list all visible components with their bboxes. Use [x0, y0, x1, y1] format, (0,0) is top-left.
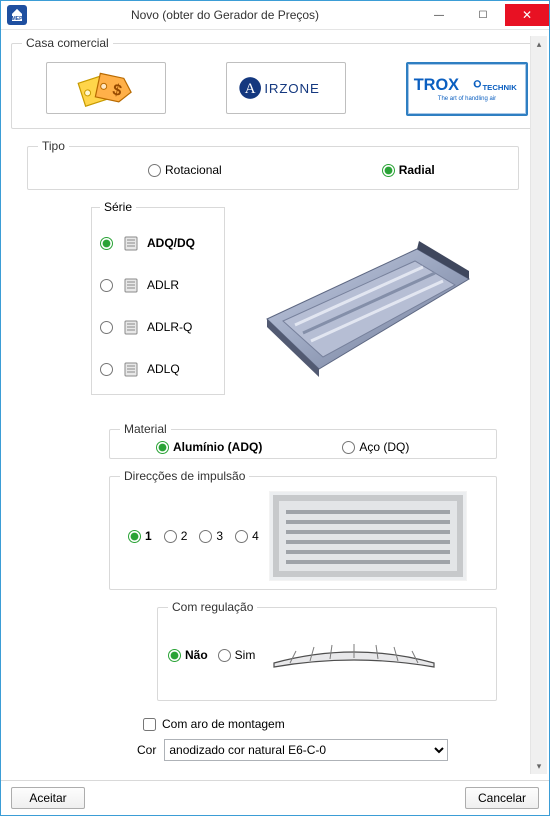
material-aluminio-label: Alumínio (ADQ) — [173, 440, 262, 454]
tipo-rotacional-radio[interactable] — [148, 164, 161, 177]
direccoes-group: Direcções de impulsão 1 2 3 4 — [109, 469, 497, 590]
serie-adlq-radio[interactable] — [100, 363, 113, 376]
minimize-button[interactable]: — — [417, 4, 461, 26]
dir-2-radio[interactable] — [164, 530, 177, 543]
regulacao-image — [269, 632, 439, 678]
tipo-rotacional-label: Rotacional — [165, 163, 222, 177]
dir-4-radio[interactable] — [235, 530, 248, 543]
material-aluminio-radio[interactable] — [156, 441, 169, 454]
scroll-down-icon[interactable]: ▾ — [531, 758, 547, 774]
aro-label[interactable]: Com aro de montagem — [162, 717, 285, 731]
svg-text:IRZONE: IRZONE — [264, 81, 319, 96]
reg-nao-radio[interactable] — [168, 649, 181, 662]
vertical-scrollbar[interactable]: ▴ ▾ — [530, 36, 547, 774]
reg-sim-label: Sim — [235, 648, 256, 662]
reg-sim-radio[interactable] — [218, 649, 231, 662]
dialog-footer: Aceitar Cancelar — [1, 780, 549, 815]
regulacao-group: Com regulação Não Sim — [157, 600, 497, 701]
aro-row: Com aro de montagem — [143, 717, 519, 731]
serie-adqdq-label: ADQ/DQ — [147, 236, 195, 250]
dialog-body: ▴ ▾ Casa comercial € — [1, 30, 549, 780]
serie-adlrq-label: ADLR-Q — [147, 320, 192, 334]
svg-text:TECHNIK: TECHNIK — [482, 83, 517, 92]
catalog-icon — [123, 360, 141, 378]
material-legend: Material — [120, 422, 171, 436]
airzone-logo-icon: A IRZONE — [236, 71, 336, 105]
cancel-button[interactable]: Cancelar — [465, 787, 539, 809]
material-aco[interactable]: Aço (DQ) — [342, 440, 409, 454]
serie-adqdq-radio[interactable] — [100, 237, 113, 250]
dir-4[interactable]: 4 — [235, 529, 259, 543]
svg-text:TROX: TROX — [414, 76, 459, 94]
catalog-icon — [123, 318, 141, 336]
casa-comercial-group: Casa comercial € $ — [11, 36, 539, 129]
material-aco-label: Aço (DQ) — [359, 440, 409, 454]
serie-adlq-label: ADLQ — [147, 362, 180, 376]
pricetags-icon: € $ — [71, 67, 141, 109]
tipo-radial-radio[interactable] — [382, 164, 395, 177]
close-button[interactable]: ✕ — [505, 4, 549, 26]
reg-nao-label: Não — [185, 648, 208, 662]
tipo-group: Tipo Rotacional Radial — [27, 139, 519, 190]
dir-3[interactable]: 3 — [199, 529, 223, 543]
serie-item-adlr[interactable]: ADLR — [100, 276, 216, 294]
direccoes-image — [269, 491, 467, 581]
catalog-icon — [123, 234, 141, 252]
brand-pricetags[interactable]: € $ — [46, 62, 166, 114]
serie-group: Série ADQ/DQ ADLR — [91, 200, 225, 395]
material-group: Material Alumínio (ADQ) Aço (DQ) — [109, 422, 497, 459]
tipo-radial[interactable]: Radial — [382, 163, 435, 177]
svg-text:MEP: MEP — [12, 16, 24, 22]
product-image-large — [235, 204, 487, 414]
aro-checkbox[interactable] — [143, 718, 156, 731]
diffuser-illustration-icon — [237, 209, 485, 409]
tipo-rotacional[interactable]: Rotacional — [148, 163, 222, 177]
dir-1[interactable]: 1 — [128, 529, 152, 543]
window-title: Novo (obter do Gerador de Preços) — [33, 8, 417, 22]
maximize-button[interactable]: ☐ — [461, 4, 505, 26]
reg-nao[interactable]: Não — [168, 648, 208, 662]
titlebar: MEP Novo (obter do Gerador de Preços) — … — [1, 1, 549, 30]
grille-illustration-icon — [270, 492, 466, 580]
tipo-radial-label: Radial — [399, 163, 435, 177]
dir-1-label: 1 — [145, 529, 152, 543]
window-controls: — ☐ ✕ — [417, 4, 549, 26]
brand-trox[interactable]: TROX R TECHNIK The art of handling air — [406, 62, 528, 116]
dir-3-radio[interactable] — [199, 530, 212, 543]
svg-text:R: R — [474, 83, 477, 87]
serie-item-adlq[interactable]: ADLQ — [100, 360, 216, 378]
material-aco-radio[interactable] — [342, 441, 355, 454]
profile-illustration-icon — [270, 633, 438, 677]
casa-comercial-legend: Casa comercial — [22, 36, 113, 50]
accept-button[interactable]: Aceitar — [11, 787, 85, 809]
svg-text:A: A — [245, 81, 256, 97]
brand-airzone[interactable]: A IRZONE — [226, 62, 346, 114]
svg-text:The art of handling air: The art of handling air — [438, 96, 496, 102]
direccoes-legend: Direcções de impulsão — [120, 469, 249, 483]
dir-1-radio[interactable] — [128, 530, 141, 543]
serie-adlr-label: ADLR — [147, 278, 179, 292]
dir-2-label: 2 — [181, 529, 188, 543]
regulacao-legend: Com regulação — [168, 600, 257, 614]
tipo-legend: Tipo — [38, 139, 69, 153]
cor-label: Cor — [137, 743, 156, 757]
catalog-icon — [123, 276, 141, 294]
trox-logo-icon: TROX R TECHNIK The art of handling air — [412, 72, 522, 106]
serie-adlr-radio[interactable] — [100, 279, 113, 292]
cor-row: Cor anodizado cor natural E6-C-0 — [137, 739, 519, 761]
dir-4-label: 4 — [252, 529, 259, 543]
serie-item-adlrq[interactable]: ADLR-Q — [100, 318, 216, 336]
serie-adlrq-radio[interactable] — [100, 321, 113, 334]
scroll-up-icon[interactable]: ▴ — [531, 36, 547, 52]
serie-legend: Série — [100, 200, 136, 214]
app-icon: MEP — [7, 5, 27, 25]
dir-3-label: 3 — [216, 529, 223, 543]
material-aluminio[interactable]: Alumínio (ADQ) — [156, 440, 262, 454]
dialog-window: MEP Novo (obter do Gerador de Preços) — … — [0, 0, 550, 816]
dir-2[interactable]: 2 — [164, 529, 188, 543]
cor-select[interactable]: anodizado cor natural E6-C-0 — [164, 739, 448, 761]
reg-sim[interactable]: Sim — [218, 648, 256, 662]
serie-item-adqdq[interactable]: ADQ/DQ — [100, 234, 216, 252]
